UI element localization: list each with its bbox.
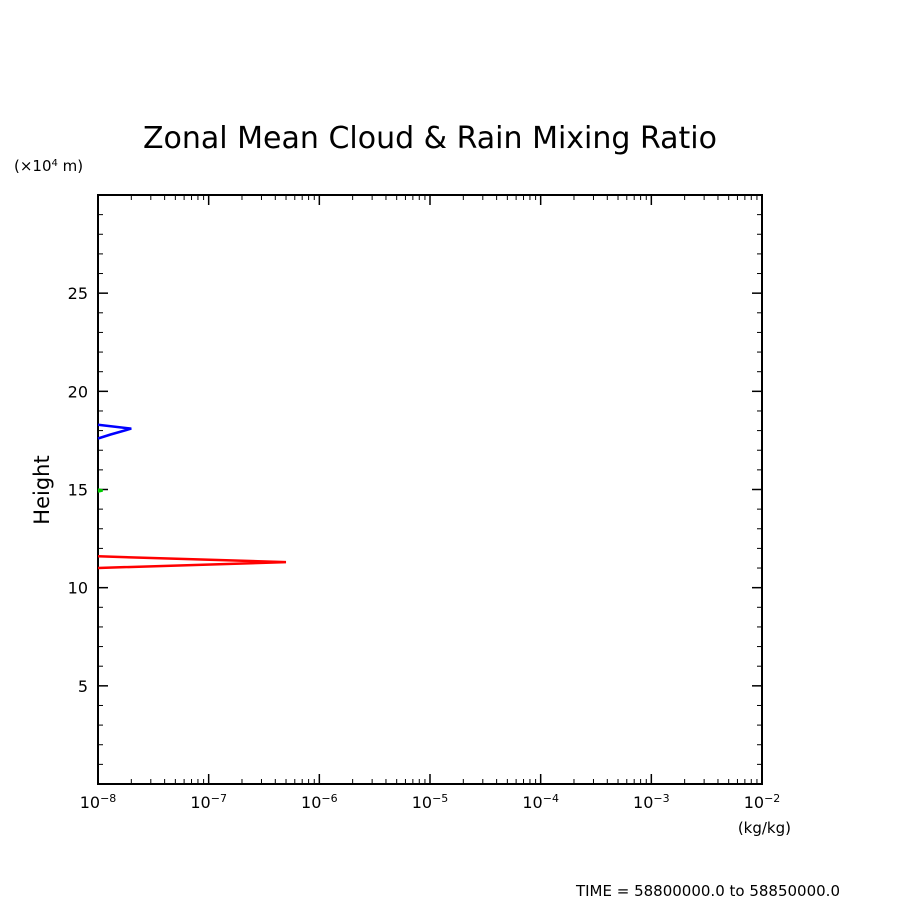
plot-frame	[97, 194, 763, 785]
x-tick-label: 10−8	[80, 792, 117, 813]
series-layer	[97, 423, 287, 570]
y-tick-label: 15	[68, 481, 88, 500]
y-tick-label: 5	[78, 677, 88, 696]
x-tick-label: 10−3	[633, 792, 670, 813]
series-line	[97, 488, 103, 493]
x-axis: 10−8 10−7 10−6 10−5 10−4 10−3 10−2	[80, 195, 781, 813]
y-tick-label: 20	[68, 382, 88, 401]
y-axis-label: Height	[30, 455, 54, 524]
series-line	[97, 555, 287, 570]
series-line	[97, 423, 132, 440]
x-tick-label: 10−2	[744, 792, 781, 813]
y-tick-label: 10	[68, 579, 88, 598]
y-axis-unit: (×104 m)	[14, 157, 83, 175]
y-axis: 5 10 15 20 25	[68, 284, 762, 696]
x-axis-minor-ticks	[130, 195, 758, 784]
x-axis-label: (kg/kg)	[738, 819, 791, 837]
x-tick-label: 10−4	[522, 792, 559, 813]
chart-title: Zonal Mean Cloud & Rain Mixing Ratio	[143, 121, 717, 156]
time-range-label: TIME = 58800000.0 to 58850000.0	[575, 882, 840, 900]
y-axis-minor-ticks	[98, 214, 762, 765]
x-tick-label: 10−5	[412, 792, 449, 813]
x-tick-label: 10−6	[301, 792, 338, 813]
y-tick-label: 25	[68, 284, 88, 303]
x-tick-label: 10−7	[190, 792, 227, 813]
